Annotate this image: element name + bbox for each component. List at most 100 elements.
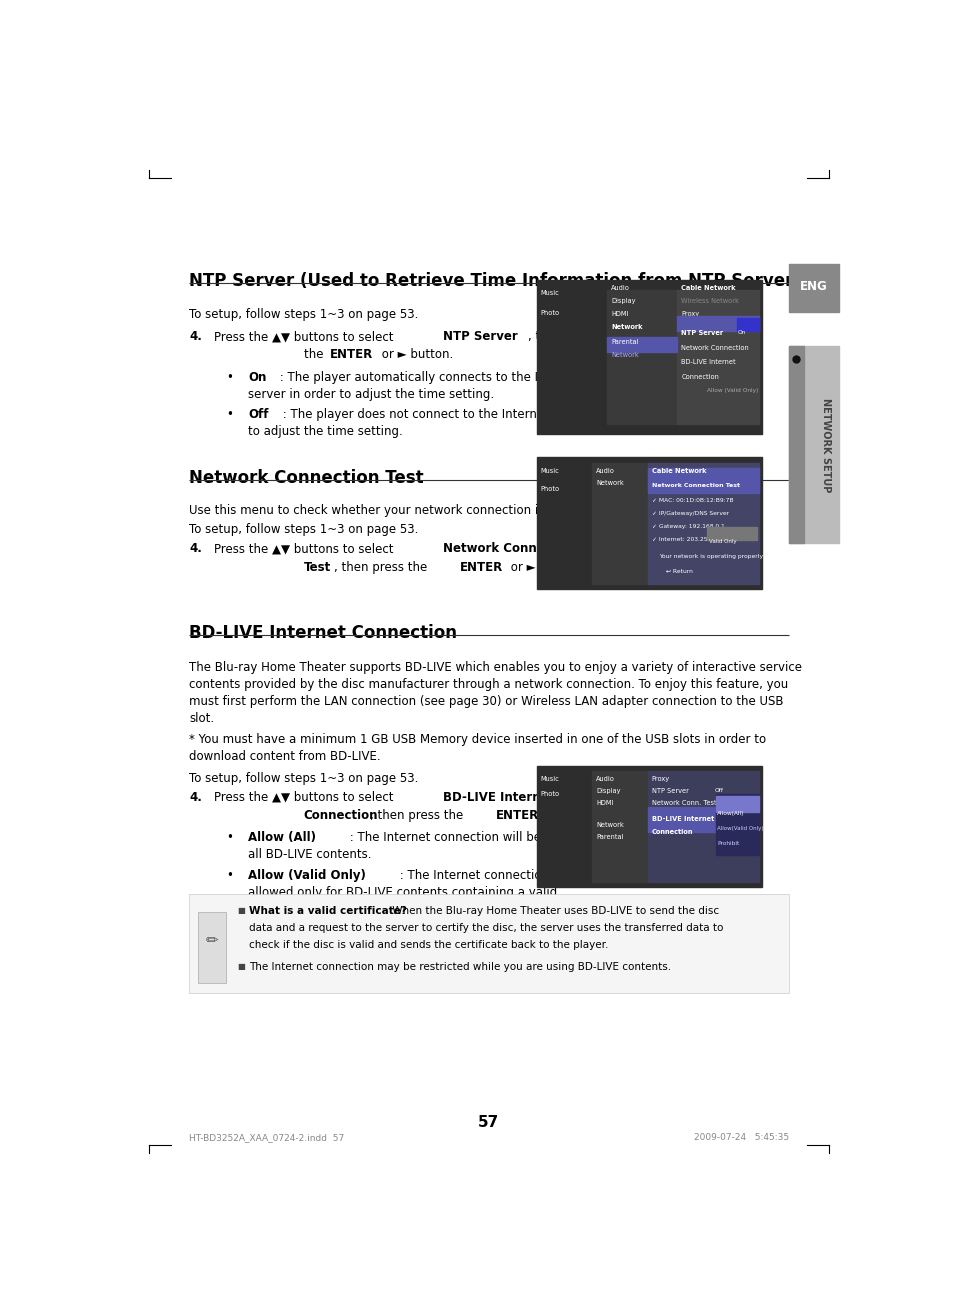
Text: : The Internet connection will be allowed for: : The Internet connection will be allowe… bbox=[345, 832, 609, 844]
Text: ↩ Return: ↩ Return bbox=[665, 568, 693, 573]
Text: Proxy: Proxy bbox=[651, 775, 669, 782]
Text: the: the bbox=[303, 349, 327, 361]
Text: Audio: Audio bbox=[610, 285, 629, 291]
Text: NTP Server: NTP Server bbox=[443, 331, 517, 344]
Text: Connection: Connection bbox=[680, 374, 719, 379]
Text: Connection: Connection bbox=[651, 829, 693, 836]
Text: •: • bbox=[226, 869, 233, 882]
Bar bbox=[189, 893, 788, 993]
Text: , then press the: , then press the bbox=[370, 810, 467, 823]
Text: any BD-LIVE content.: any BD-LIVE content. bbox=[248, 942, 373, 954]
Text: check if the disc is valid and sends the certificate back to the player.: check if the disc is valid and sends the… bbox=[249, 941, 608, 950]
Bar bbox=[788, 346, 839, 543]
Text: •: • bbox=[226, 408, 233, 421]
Text: Proxy: Proxy bbox=[680, 311, 699, 318]
Text: On: On bbox=[738, 331, 745, 335]
Bar bbox=[677, 316, 758, 331]
Text: , then press the: , then press the bbox=[334, 560, 431, 573]
Text: ✓ MAC: 00:1D:0B:12:B9:7B: ✓ MAC: 00:1D:0B:12:B9:7B bbox=[651, 497, 733, 502]
Bar bbox=[537, 279, 761, 434]
Text: ✓ Gateway: 192.168.0.1: ✓ Gateway: 192.168.0.1 bbox=[651, 525, 723, 529]
Text: certificate.: certificate. bbox=[248, 903, 312, 916]
Text: Music: Music bbox=[540, 775, 558, 782]
Text: The Internet connection may be restricted while you are using BD-LIVE contents.: The Internet connection may be restricte… bbox=[249, 962, 670, 972]
Bar bbox=[537, 766, 761, 887]
Text: ■: ■ bbox=[237, 962, 248, 971]
Text: Parental: Parental bbox=[596, 834, 623, 840]
Text: Parental: Parental bbox=[610, 340, 638, 345]
Text: •: • bbox=[226, 832, 233, 844]
Text: 4.: 4. bbox=[189, 542, 202, 555]
Bar bbox=[715, 796, 758, 812]
Text: Network Conn. Test: Network Conn. Test bbox=[651, 800, 716, 806]
Text: ✏: ✏ bbox=[205, 933, 218, 947]
Bar bbox=[788, 346, 803, 543]
Text: The Blu-ray Home Theater supports BD-LIVE which enables you to enjoy a variety o: The Blu-ray Home Theater supports BD-LIV… bbox=[189, 660, 801, 673]
Text: NETWORK SETUP: NETWORK SETUP bbox=[821, 398, 830, 492]
Bar bbox=[715, 794, 758, 854]
Text: Off: Off bbox=[714, 787, 722, 792]
Text: Test: Test bbox=[303, 560, 331, 573]
Text: 4.: 4. bbox=[189, 791, 202, 804]
Text: Press the ▲▼ buttons to select: Press the ▲▼ buttons to select bbox=[213, 542, 397, 555]
Text: •: • bbox=[226, 370, 233, 383]
Text: Prohibit: Prohibit bbox=[717, 841, 739, 846]
Text: server in order to adjust the time setting.: server in order to adjust the time setti… bbox=[248, 388, 494, 400]
Text: ENTER: ENTER bbox=[496, 810, 538, 823]
Bar bbox=[647, 770, 758, 882]
Text: Network Connection: Network Connection bbox=[680, 345, 748, 352]
Bar bbox=[647, 463, 758, 584]
Bar bbox=[788, 264, 839, 312]
Bar bbox=[647, 467, 758, 493]
Text: Network: Network bbox=[596, 823, 623, 828]
Text: BD-LIVE Internet: BD-LIVE Internet bbox=[443, 791, 554, 804]
Text: : The player automatically connects to the Internet: : The player automatically connects to t… bbox=[276, 370, 581, 383]
Text: ■: ■ bbox=[237, 907, 248, 914]
Text: BD-LIVE Internet: BD-LIVE Internet bbox=[680, 359, 735, 366]
Bar bbox=[677, 290, 758, 424]
Text: Allow (Valid Only): Allow (Valid Only) bbox=[248, 869, 366, 882]
Text: Wireless Network: Wireless Network bbox=[680, 298, 739, 304]
Text: Photo: Photo bbox=[540, 310, 559, 316]
Text: ENTER: ENTER bbox=[459, 560, 502, 573]
Text: 2009-07-24   5:45:35: 2009-07-24 5:45:35 bbox=[693, 1134, 788, 1143]
Bar bbox=[606, 290, 677, 424]
Bar bbox=[197, 912, 226, 983]
Text: Network: Network bbox=[610, 353, 638, 358]
Text: Off: Off bbox=[248, 408, 269, 421]
Text: Display: Display bbox=[610, 298, 635, 304]
Text: NTP Server: NTP Server bbox=[680, 331, 722, 336]
Text: allowed only for BD-LIVE contents containing a valid: allowed only for BD-LIVE contents contai… bbox=[248, 886, 557, 899]
Text: Network: Network bbox=[596, 480, 623, 485]
Text: Allow (Valid Only): Allow (Valid Only) bbox=[706, 388, 758, 392]
Text: NTP Server: NTP Server bbox=[651, 787, 688, 794]
Text: all BD-LIVE contents.: all BD-LIVE contents. bbox=[248, 849, 372, 862]
Bar bbox=[592, 463, 647, 584]
Bar bbox=[537, 458, 761, 589]
Text: Valid Only: Valid Only bbox=[708, 539, 736, 544]
Text: Your network is operating properly: Your network is operating properly bbox=[659, 555, 762, 559]
Text: HDMI: HDMI bbox=[610, 311, 628, 318]
Text: contents provided by the disc manufacturer through a network connection. To enjo: contents provided by the disc manufactur… bbox=[189, 678, 787, 690]
Text: Press the ▲▼ buttons to select: Press the ▲▼ buttons to select bbox=[213, 791, 397, 804]
Text: Network: Network bbox=[610, 324, 641, 331]
Text: Audio: Audio bbox=[596, 775, 615, 782]
Text: Photo: Photo bbox=[540, 791, 559, 796]
Text: ✓ Internet: 203.254.254.11: ✓ Internet: 203.254.254.11 bbox=[651, 538, 733, 542]
Text: Cable Network: Cable Network bbox=[680, 285, 735, 291]
Text: or ► button.: or ► button. bbox=[543, 810, 618, 823]
Bar bbox=[606, 337, 677, 353]
Text: To setup, follow steps 1~3 on page 53.: To setup, follow steps 1~3 on page 53. bbox=[189, 771, 418, 785]
Bar bbox=[592, 770, 647, 882]
Text: must first perform the LAN connection (see page 30) or Wireless LAN adapter conn: must first perform the LAN connection (s… bbox=[189, 695, 782, 708]
Text: Photo: Photo bbox=[540, 485, 559, 492]
Text: HDMI: HDMI bbox=[596, 800, 613, 806]
Text: Cable Network: Cable Network bbox=[651, 467, 705, 474]
Text: download content from BD-LIVE.: download content from BD-LIVE. bbox=[189, 750, 380, 764]
Text: BD-LIVE Internet Connection: BD-LIVE Internet Connection bbox=[189, 625, 456, 642]
Text: slot.: slot. bbox=[189, 712, 213, 726]
Text: HT-BD3252A_XAA_0724-2.indd  57: HT-BD3252A_XAA_0724-2.indd 57 bbox=[189, 1134, 344, 1143]
Text: data and a request to the server to certify the disc, the server uses the transf: data and a request to the server to cert… bbox=[249, 924, 722, 933]
Text: When the Blu-ray Home Theater uses BD-LIVE to send the disc: When the Blu-ray Home Theater uses BD-LI… bbox=[389, 907, 719, 916]
Text: Prohibit: Prohibit bbox=[248, 924, 301, 937]
